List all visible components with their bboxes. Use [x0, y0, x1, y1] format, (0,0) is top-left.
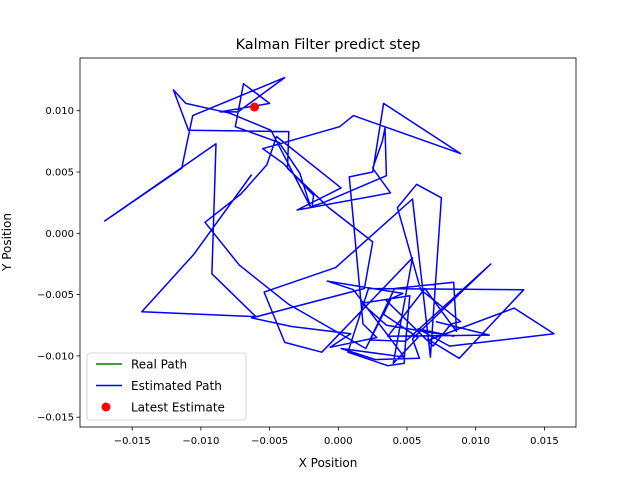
y-tick-label: −0.015 [37, 413, 74, 424]
x-axis-label: X Position [299, 456, 358, 470]
y-axis-label: Y Position [0, 213, 14, 272]
y-tick-label: −0.005 [37, 290, 74, 301]
legend-latest-estimate-label: Latest Estimate [131, 401, 225, 415]
latest-estimate-point [249, 102, 259, 112]
y-tick-label: 0.010 [45, 106, 74, 117]
x-tick-label: −0.005 [251, 436, 288, 447]
y-axis-ticks: −0.015 −0.010 −0.005 0.000 0.005 0.010 [37, 106, 80, 424]
legend-real-path-label: Real Path [131, 358, 187, 372]
x-tick-label: 0.010 [461, 436, 490, 447]
x-tick-label: −0.015 [114, 436, 151, 447]
x-tick-label: −0.010 [182, 436, 219, 447]
x-tick-label: 0.005 [393, 436, 422, 447]
legend: Real Path Estimated Path Latest Estimate [86, 352, 247, 421]
chart-title: Kalman Filter predict step [236, 37, 421, 53]
y-tick-label: 0.005 [45, 168, 74, 179]
x-tick-label: 0.015 [530, 436, 559, 447]
axes-frame [79, 57, 577, 428]
x-tick-label: 0.000 [324, 436, 353, 447]
legend-latest-estimate-swatch [101, 402, 111, 412]
y-tick-label: −0.010 [37, 351, 74, 362]
x-axis-ticks: −0.015 −0.010 −0.005 0.000 0.005 0.010 0.015 [114, 427, 559, 447]
legend-estimated-path-label: Estimated Path [131, 379, 222, 393]
series-estimated-path-line [103, 76, 555, 367]
legend-box [86, 352, 247, 421]
y-tick-label: 0.000 [45, 229, 74, 240]
plot-area [103, 76, 555, 367]
